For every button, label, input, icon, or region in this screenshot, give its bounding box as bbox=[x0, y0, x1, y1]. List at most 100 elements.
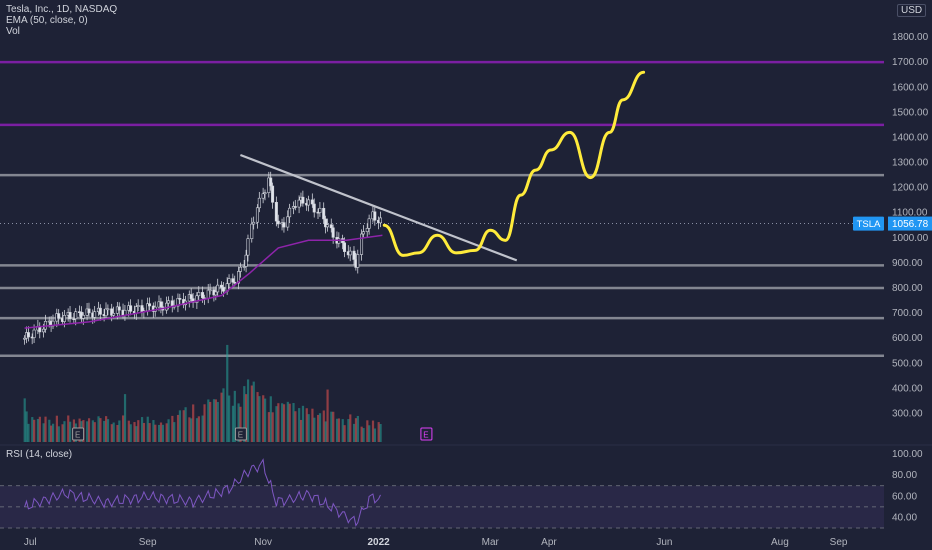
candle-body bbox=[312, 203, 316, 213]
candle-body bbox=[104, 308, 108, 317]
volume-bar bbox=[237, 403, 240, 442]
candle-body bbox=[112, 313, 116, 316]
volume-bar bbox=[317, 414, 320, 442]
volume-bar bbox=[222, 388, 225, 442]
volume-bar bbox=[294, 411, 297, 442]
price-tick-label: 300.00 bbox=[892, 408, 923, 419]
volume-bar bbox=[233, 390, 236, 442]
volume-bar bbox=[262, 395, 265, 442]
volume-bar bbox=[63, 421, 66, 442]
volume-bar bbox=[69, 421, 72, 442]
volume-bar bbox=[373, 428, 377, 442]
volume-bar bbox=[322, 410, 325, 442]
price-tick-label: 1200.00 bbox=[892, 183, 929, 194]
price-tick-label: 600.00 bbox=[892, 333, 923, 344]
volume-bar bbox=[286, 401, 289, 442]
volume-bar bbox=[122, 415, 125, 442]
currency-badge[interactable]: USD bbox=[897, 4, 927, 17]
earnings-marker-label: E bbox=[423, 431, 428, 440]
candle-body bbox=[352, 250, 356, 260]
volume-bar bbox=[161, 424, 164, 442]
volume-bar bbox=[301, 405, 305, 442]
volume-bar bbox=[129, 424, 132, 442]
candle-body bbox=[307, 199, 311, 206]
volume-bar bbox=[258, 396, 261, 442]
volume-bar bbox=[27, 423, 30, 442]
candle-body bbox=[246, 238, 250, 256]
earnings-marker-label: E bbox=[75, 431, 80, 440]
candle-body bbox=[325, 224, 329, 228]
candle-body bbox=[238, 266, 242, 272]
candle-body bbox=[43, 321, 47, 330]
volume-indicator-label[interactable]: Vol bbox=[6, 26, 20, 37]
earnings-marker[interactable] bbox=[420, 427, 433, 441]
candle-body bbox=[237, 271, 241, 284]
candle-body bbox=[367, 218, 371, 229]
last-price-badge[interactable] bbox=[888, 216, 932, 231]
rsi-line[interactable] bbox=[24, 458, 381, 527]
volume-bar bbox=[48, 419, 51, 442]
volume-bar bbox=[184, 407, 187, 442]
candle-body bbox=[106, 308, 110, 311]
volume-bar bbox=[349, 414, 352, 442]
volume-bar bbox=[377, 422, 380, 442]
volume-bar bbox=[50, 425, 53, 442]
volume-bar bbox=[118, 420, 121, 442]
volume-bar bbox=[112, 422, 115, 442]
volume-bar bbox=[38, 416, 41, 442]
price-tick-label: 1500.00 bbox=[892, 107, 929, 118]
volume-bar bbox=[252, 381, 255, 442]
candle-body bbox=[274, 201, 278, 222]
price-tick-label: 1800.00 bbox=[892, 32, 929, 43]
candle-body bbox=[74, 311, 78, 320]
candle-body bbox=[72, 318, 76, 320]
volume-bar bbox=[97, 416, 100, 442]
candle-body bbox=[62, 315, 66, 322]
rsi-panel bbox=[0, 446, 884, 534]
ema-indicator-label[interactable]: EMA (50, close, 0) bbox=[6, 15, 88, 26]
symbol-badge-label: TSLA bbox=[857, 219, 881, 230]
volume-bar bbox=[106, 419, 110, 442]
candle-body bbox=[178, 298, 182, 300]
volume-bar bbox=[318, 413, 322, 442]
price-projection-drawing[interactable] bbox=[382, 70, 646, 257]
symbol-badge[interactable] bbox=[853, 216, 884, 231]
time-tick-label: Jul bbox=[24, 537, 37, 548]
volume-bar bbox=[264, 398, 267, 442]
candle-body bbox=[189, 294, 193, 299]
candle-body bbox=[32, 329, 36, 338]
candle-body bbox=[271, 185, 275, 203]
candle-body bbox=[244, 254, 248, 267]
volume-bar bbox=[165, 423, 168, 442]
volume-bar bbox=[201, 415, 204, 442]
candle-body bbox=[23, 337, 27, 340]
earnings-marker[interactable] bbox=[234, 427, 247, 441]
price-tick-label: 1300.00 bbox=[892, 158, 929, 169]
volume-bar bbox=[23, 398, 26, 442]
descending-trendline[interactable] bbox=[240, 153, 518, 262]
candle-body bbox=[231, 278, 235, 283]
volume-bar bbox=[324, 421, 327, 442]
symbol-title[interactable]: Tesla, Inc., 1D, NASDAQ bbox=[6, 4, 118, 15]
volume-bar bbox=[33, 419, 36, 442]
candle-body bbox=[176, 298, 180, 307]
volume-bar bbox=[371, 420, 375, 442]
earnings-marker[interactable] bbox=[72, 427, 85, 441]
volume-bar bbox=[171, 415, 174, 442]
candle-body bbox=[250, 223, 254, 239]
volume-bar bbox=[368, 425, 371, 442]
candle-body bbox=[360, 233, 364, 255]
volume-bar bbox=[366, 420, 369, 442]
time-tick-label: 2022 bbox=[367, 537, 390, 548]
rsi-indicator-label[interactable]: RSI (14, close) bbox=[6, 449, 73, 460]
price-tick-label: 1700.00 bbox=[892, 57, 929, 68]
candle-body bbox=[293, 206, 297, 208]
volume-bar bbox=[267, 412, 270, 442]
ema-line[interactable] bbox=[24, 234, 383, 329]
volume-bar bbox=[178, 410, 182, 442]
candle-body bbox=[373, 211, 377, 221]
volume-bar bbox=[379, 424, 382, 442]
candle-body bbox=[68, 312, 72, 319]
candle-body bbox=[378, 217, 382, 224]
